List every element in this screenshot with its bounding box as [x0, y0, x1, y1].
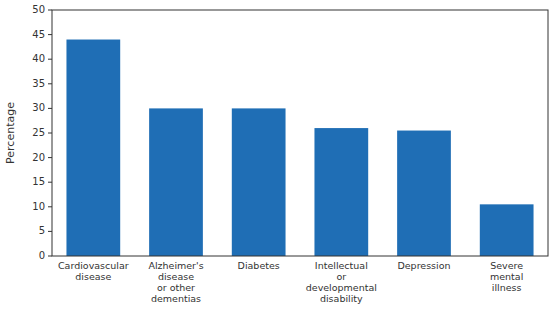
- x-tick-label-line: Alzheimer's: [148, 260, 203, 271]
- x-tick-label-line: disease: [75, 271, 111, 282]
- x-tick-label-line: Intellectual: [315, 260, 368, 271]
- x-axis: CardiovasculardiseaseAlzheimer'sdiseaseo…: [58, 260, 523, 304]
- plot-frame: [52, 10, 548, 256]
- bar: [397, 131, 451, 256]
- y-tick: [48, 59, 52, 60]
- bar: [314, 128, 368, 256]
- y-tick: [48, 157, 52, 158]
- y-tick-label: 10: [32, 201, 45, 212]
- x-tick-label-line: disability: [320, 293, 363, 304]
- bars: [66, 40, 533, 256]
- x-tick-label: Alzheimer'sdiseaseor otherdementias: [148, 260, 203, 304]
- x-tick-label: Depression: [397, 260, 450, 271]
- y-tick-label: 5: [39, 225, 45, 236]
- y-tick: [48, 108, 52, 109]
- y-tick-label: 20: [32, 152, 45, 163]
- chart-svg: 05101520253035404550Cardiovasculardiseas…: [0, 0, 558, 318]
- y-tick-label: 45: [32, 29, 45, 40]
- y-tick-label: 15: [32, 176, 45, 187]
- y-tick: [48, 83, 52, 84]
- y-tick: [48, 206, 52, 207]
- x-tick-label-line: or: [336, 271, 346, 282]
- x-tick-label-line: Severe: [490, 260, 523, 271]
- x-tick-label: Diabetes: [238, 260, 280, 271]
- x-tick-label-line: Cardiovascular: [58, 260, 129, 271]
- x-tick-label: Severementalillness: [490, 260, 523, 293]
- bar: [66, 40, 120, 256]
- y-tick-label: 35: [32, 78, 45, 89]
- x-tick-label: Cardiovasculardisease: [58, 260, 129, 282]
- x-tick-label-line: dementias: [151, 293, 201, 304]
- chart-container: 05101520253035404550Cardiovasculardiseas…: [0, 0, 558, 318]
- x-tick-label: Intellectualordevelopmentaldisability: [306, 260, 377, 304]
- x-tick-label-line: illness: [492, 282, 522, 293]
- y-tick-label: 0: [39, 250, 45, 261]
- y-tick-label: 30: [32, 102, 45, 113]
- bar: [480, 204, 534, 256]
- bar: [232, 108, 286, 256]
- y-tick: [48, 10, 52, 11]
- x-tick-label-line: developmental: [306, 282, 377, 293]
- y-tick-label: 50: [32, 4, 45, 15]
- x-tick-label-line: or other: [157, 282, 195, 293]
- y-tick: [48, 133, 52, 134]
- x-tick-label-line: mental: [490, 271, 523, 282]
- x-tick-label-line: Diabetes: [238, 260, 280, 271]
- y-axis: 0 5 10 15 20 25 30 35 40 45 50: [32, 4, 52, 261]
- bar: [149, 108, 203, 256]
- y-tick: [48, 34, 52, 35]
- x-tick-label-line: Depression: [397, 260, 450, 271]
- y-tick: [48, 182, 52, 183]
- y-axis-label: Percentage: [4, 102, 17, 164]
- y-tick: [48, 256, 52, 257]
- y-tick: [48, 231, 52, 232]
- y-tick-label: 40: [32, 53, 45, 64]
- x-tick-label-line: disease: [158, 271, 194, 282]
- y-tick-label: 25: [32, 127, 45, 138]
